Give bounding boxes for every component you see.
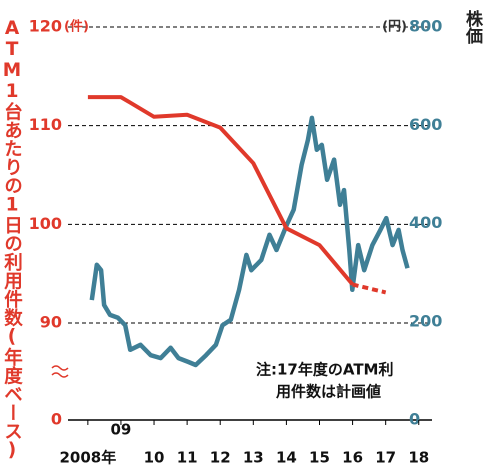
axis-break bbox=[51, 365, 69, 378]
y2-tick-label: 400 bbox=[409, 213, 442, 232]
x-tick-label: 17 bbox=[375, 449, 396, 467]
y2-tick-label: 800 bbox=[409, 17, 442, 36]
y-tick-label: 120 bbox=[29, 17, 62, 36]
y-tick-label: 110 bbox=[29, 115, 62, 134]
series-line bbox=[89, 115, 410, 368]
y-axis-unit: (件) bbox=[64, 19, 89, 35]
y2-tick-label: 600 bbox=[409, 115, 442, 134]
x-tick-label: 15 bbox=[309, 449, 330, 467]
x-tick-label: 10 bbox=[144, 449, 165, 467]
series-line bbox=[87, 95, 355, 286]
x-tick-label: 16 bbox=[342, 449, 363, 467]
x-tick-label: 14 bbox=[276, 449, 297, 467]
y-axis-label: ATM1台あたりの1日の利用件数(年度ベース) bbox=[1, 18, 23, 461]
x-tick-label: 13 bbox=[243, 449, 264, 467]
y2-axis-label: 株価 bbox=[462, 10, 482, 44]
x-tick-label: 2008年 bbox=[59, 449, 116, 467]
y-tick-label: 100 bbox=[29, 214, 62, 233]
note: 注:17年度のATM利 bbox=[256, 361, 393, 379]
y2-tick-label: 0 bbox=[409, 410, 420, 429]
y2-axis-unit: (円) bbox=[382, 20, 407, 35]
series-line bbox=[352, 282, 387, 295]
x-tick-label: 18 bbox=[408, 449, 429, 467]
y-tick-label: 0 bbox=[51, 410, 62, 429]
x-tick-label: 12 bbox=[210, 449, 231, 467]
y-tick-label: 90 bbox=[40, 313, 62, 332]
note: 用件数は計画値 bbox=[276, 383, 381, 401]
y2-tick-label: 200 bbox=[409, 311, 442, 330]
x-tick-label: 09 bbox=[111, 421, 132, 439]
x-tick-label: 11 bbox=[177, 449, 198, 467]
